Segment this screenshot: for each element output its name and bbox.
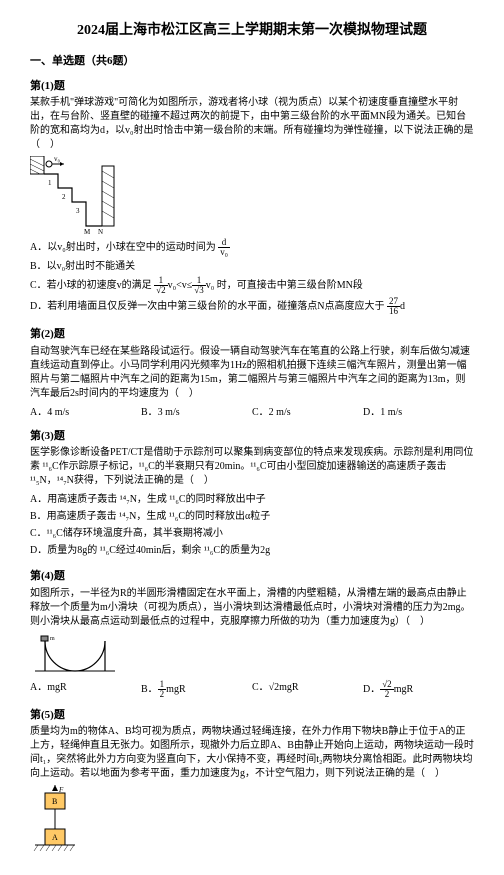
q1-optA: A．以v₀射出时，小球在空中的运动时间为 dv₀: [30, 238, 474, 257]
q4-optD: D．√22mgR: [363, 680, 474, 699]
q1-text: 某款手机"弹球游戏"可简化为如图所示，游戏者将小球（视为质点）以某个初速度垂直撞…: [30, 96, 474, 152]
q4-optA: A．mgR: [30, 680, 141, 699]
q1-optB: B．以v₀射出时不能通关: [30, 259, 474, 274]
section-heading: 一、单选题（共6题）: [30, 53, 474, 70]
q2-optC: C．2 m/s: [252, 405, 363, 420]
q1-options: A．以v₀射出时，小球在空中的运动时间为 dv₀ B．以v₀射出时不能通关 C．…: [30, 238, 474, 318]
svg-text:B: B: [52, 797, 57, 806]
q3-optD: D．质量为8g的 ¹¹₆C经过40min后，剩余 ¹¹₆C的质量为2g: [30, 543, 474, 558]
q2-optB: B．3 m/s: [141, 405, 252, 420]
q4-optC: C．√2mgR: [252, 680, 363, 699]
svg-text:v₀: v₀: [54, 156, 61, 163]
svg-text:M: M: [84, 228, 91, 236]
q5-number: 第(5)题: [30, 707, 474, 724]
page-title: 2024届上海市松江区高三上学期期末第一次模拟物理试题: [30, 20, 474, 41]
svg-text:m: m: [50, 636, 55, 642]
svg-text:3: 3: [76, 207, 80, 215]
q1-optC: C．若小球的初速度v的满足 1√2v₀<v≤1√3v₀ 时，可直接击中第三级台阶…: [30, 276, 474, 295]
q5-text: 质量均为m的物体A、B均可视为质点，两物块通过轻绳连接，在外力作用下物块B静止于…: [30, 725, 474, 781]
svg-text:A: A: [52, 833, 58, 842]
q3-optB: B．用高速质子轰击 ¹⁴₇N，生成 ¹¹₆C的同时释放出α粒子: [30, 509, 474, 524]
q1-figure: v₀ 1 2 3 M N: [30, 156, 130, 236]
q4-figure: m: [30, 633, 120, 678]
svg-text:1: 1: [48, 179, 52, 187]
q2-options: A．4 m/s B．3 m/s C．2 m/s D．1 m/s: [30, 405, 474, 420]
q4-options: A．mgR B．12mgR C．√2mgR D．√22mgR: [30, 680, 474, 699]
q1-optD: D．若利用墙面且仅反弹一次由中第三级台阶的水平面，碰撞落点N点高度应大于 271…: [30, 297, 474, 316]
q4-text: 如图所示，一半径为R的半圆形滑槽固定在水平面上，滑槽的内壁粗糙，从滑槽左端的最高…: [30, 587, 474, 629]
q2-optA: A．4 m/s: [30, 405, 141, 420]
q3-optC: C．¹¹₆C储存环境温度升高，其半衰期将减小: [30, 526, 474, 541]
svg-text:N: N: [98, 228, 103, 236]
q3-number: 第(3)题: [30, 428, 474, 445]
q2-text: 自动驾驶汽车已经在某些路段试运行。假设一辆自动驾驶汽车在笔直的公路上行驶，刹车后…: [30, 345, 474, 401]
q1-number: 第(1)题: [30, 78, 474, 95]
q2-optD: D．1 m/s: [363, 405, 474, 420]
q3-options: A．用高速质子轰击 ¹⁴₇N，生成 ¹¹₆C的同时释放出中子 B．用高速质子轰击…: [30, 492, 474, 560]
q5-figure: F B A: [30, 785, 80, 855]
q4-optB: B．12mgR: [141, 680, 252, 699]
q3-optA: A．用高速质子轰击 ¹⁴₇N，生成 ¹¹₆C的同时释放出中子: [30, 492, 474, 507]
q3-text: 医学影像诊断设备PET/CT是借助于示踪剂可以聚集到病变部位的特点来发现疾病。示…: [30, 446, 474, 488]
q4-number: 第(4)题: [30, 568, 474, 585]
q2-number: 第(2)题: [30, 326, 474, 343]
svg-text:2: 2: [62, 193, 66, 201]
